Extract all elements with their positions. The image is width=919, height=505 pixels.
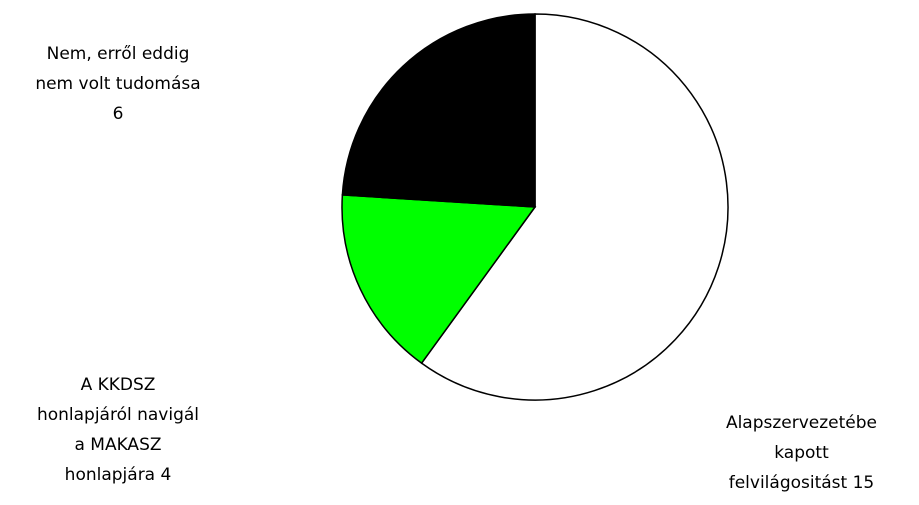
label-basic-organization-line-1: Alapszervezetébe xyxy=(725,413,878,433)
label-kkdsz-website: A KKDSZ honlapjáról navigál a MAKASZ hon… xyxy=(0,370,236,490)
slice-not-aware xyxy=(341,13,536,208)
label-not-aware-line-3: 6 xyxy=(112,104,124,124)
label-basic-organization: Alapszervezetébe kapott felvilágositást … xyxy=(684,408,919,498)
label-kkdsz-website-line-1: A KKDSZ xyxy=(80,375,156,395)
label-not-aware-line-2: nem volt tudomása xyxy=(35,74,201,94)
slice-basic-organization xyxy=(420,13,729,401)
label-not-aware-line-1: Nem, erről eddig xyxy=(46,44,190,64)
slice-kkdsz-website xyxy=(341,194,537,365)
label-kkdsz-website-line-3: a MAKASZ xyxy=(74,435,162,455)
label-basic-organization-line-2: kapott xyxy=(774,443,829,463)
label-kkdsz-website-line-4: honlapjára 4 xyxy=(64,465,172,485)
label-basic-organization-line-3: felvilágositást 15 xyxy=(728,473,875,493)
pie-slices xyxy=(341,13,729,401)
label-not-aware: Nem, erről eddig nem volt tudomása 6 xyxy=(0,39,236,129)
label-kkdsz-website-line-2: honlapjáról navigál xyxy=(36,405,200,425)
